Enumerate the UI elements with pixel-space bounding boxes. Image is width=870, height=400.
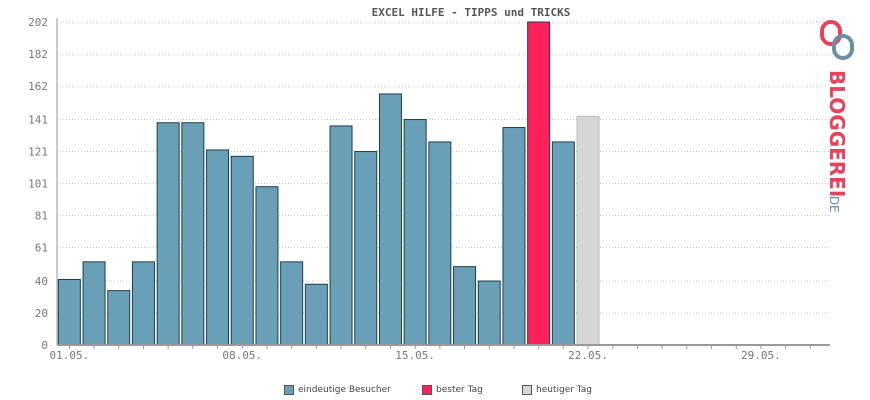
legend-label-best-day: bester Tag xyxy=(436,385,483,395)
axes xyxy=(56,18,830,349)
y-tick-label: 182 xyxy=(28,48,48,61)
x-tick-label: 22.05. xyxy=(568,349,608,362)
legend-label-today: heutiger Tag xyxy=(536,385,593,395)
bar xyxy=(131,261,155,346)
y-tick-label: 202 xyxy=(28,16,48,29)
bar xyxy=(82,261,106,346)
chart-title: EXCEL HILFE - TIPPS und TRICKS xyxy=(372,6,571,19)
legend-swatch-visitors xyxy=(284,385,294,395)
bar xyxy=(57,278,81,346)
legend-item-today: heutiger Tag xyxy=(522,385,592,395)
legend-item-best-day: bester Tag xyxy=(422,385,483,395)
bar xyxy=(156,122,180,346)
bar xyxy=(329,125,353,346)
y-tick-label: 40 xyxy=(35,275,48,288)
y-tick-label: 121 xyxy=(28,146,48,159)
legend-label-visitors: eindeutige Besucher xyxy=(298,385,391,395)
bar xyxy=(230,155,254,346)
x-tick-label: 08.05. xyxy=(222,349,262,362)
legend-item-visitors: eindeutige Besucher xyxy=(284,385,391,395)
bar xyxy=(255,186,279,346)
y-tick-label: 81 xyxy=(35,209,48,222)
logo-text: BLOGGEREI xyxy=(825,70,849,197)
bar xyxy=(206,149,230,346)
y-tick-label: 20 xyxy=(35,307,48,320)
y-tick-label: 101 xyxy=(28,178,48,191)
bar-best-day xyxy=(527,21,551,346)
bar xyxy=(107,290,131,346)
x-tick-label: 01.05. xyxy=(49,349,89,362)
bar xyxy=(304,283,328,346)
legend-swatch-best-day xyxy=(422,385,432,395)
logo-suffix: .DE xyxy=(827,192,841,213)
y-tick-label: 0 xyxy=(41,339,48,352)
legend: eindeutige Besucher bester Tag heutiger … xyxy=(0,385,870,399)
bar xyxy=(354,151,378,346)
bar xyxy=(502,127,526,346)
y-tick-label: 141 xyxy=(28,114,48,127)
bar xyxy=(280,261,304,346)
legend-swatch-today xyxy=(522,385,532,395)
logo-icon xyxy=(820,20,854,60)
bar xyxy=(477,280,501,346)
y-tick-label: 162 xyxy=(28,80,48,93)
bar xyxy=(378,93,402,346)
x-tick-label: 29.05. xyxy=(741,349,781,362)
x-tick-labels: 01.05. 08.05. 15.05. 22.05. 29.05. xyxy=(49,349,780,362)
bar xyxy=(181,122,205,346)
y-tick-labels: 0 20 40 61 81 101 121 141 162 182 202 xyxy=(28,16,48,352)
bar xyxy=(403,119,427,346)
bloggerei-logo: BLOGGEREI .DE xyxy=(808,18,868,218)
y-tick-label: 61 xyxy=(35,241,48,254)
bar xyxy=(453,266,477,346)
bar-today xyxy=(576,115,600,346)
bars xyxy=(57,21,600,346)
bar xyxy=(551,141,575,346)
x-tick-label: 15.05. xyxy=(395,349,435,362)
bar xyxy=(428,141,452,346)
